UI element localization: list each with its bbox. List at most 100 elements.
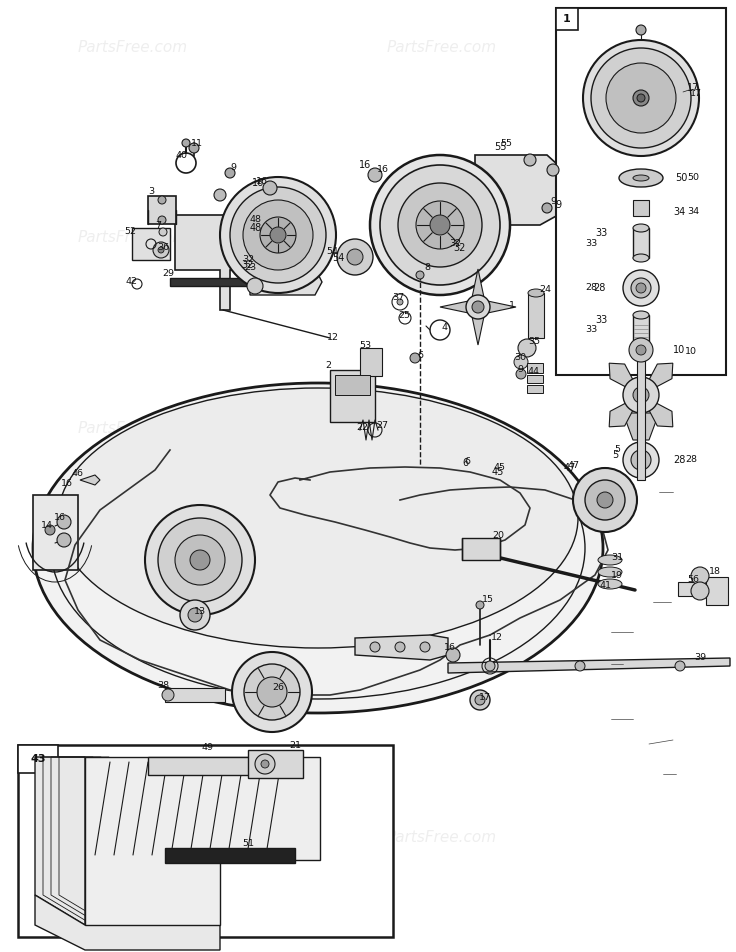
Circle shape [637,94,645,102]
Text: 16: 16 [377,166,389,174]
Circle shape [476,601,484,609]
Text: 29: 29 [162,268,174,277]
Circle shape [247,278,263,294]
Text: 53: 53 [359,341,371,349]
Text: 1: 1 [509,301,515,309]
Text: 55: 55 [494,142,506,152]
Circle shape [162,689,174,701]
Text: 33: 33 [585,239,597,248]
Circle shape [244,664,300,720]
Text: 32: 32 [242,260,254,270]
Polygon shape [609,395,641,426]
Bar [132,228,170,260]
Text: 9: 9 [230,164,236,172]
Circle shape [214,189,226,201]
Polygon shape [470,269,486,307]
Text: 33: 33 [595,228,607,238]
Ellipse shape [633,224,649,232]
Circle shape [430,215,450,235]
Text: 34: 34 [687,208,699,216]
Text: 55: 55 [500,138,512,148]
Circle shape [145,505,255,615]
Bar [360,348,382,376]
Bar [148,757,268,775]
Polygon shape [33,495,78,570]
Text: 10: 10 [685,347,697,356]
Text: 33: 33 [595,315,607,325]
Circle shape [337,239,373,275]
Circle shape [395,642,405,652]
Text: 38: 38 [157,681,169,689]
Text: 1: 1 [563,14,571,24]
Text: 25: 25 [398,310,410,320]
Polygon shape [355,635,448,660]
Circle shape [597,492,613,508]
Circle shape [180,600,210,630]
Text: 28: 28 [592,283,605,293]
Ellipse shape [58,388,578,648]
Ellipse shape [619,169,663,187]
Circle shape [158,196,166,204]
Polygon shape [80,475,100,485]
Circle shape [475,695,485,705]
Text: 39: 39 [694,653,706,663]
Text: 40: 40 [175,150,187,160]
Circle shape [158,247,164,253]
Circle shape [257,677,287,707]
Circle shape [57,515,71,529]
Text: 33: 33 [585,326,597,334]
Text: 47: 47 [564,463,576,473]
Circle shape [230,187,326,283]
Text: 47: 47 [567,461,579,469]
Polygon shape [448,658,730,673]
Circle shape [370,155,510,295]
Text: 6: 6 [462,458,468,468]
Circle shape [398,183,482,267]
Circle shape [575,661,585,671]
Bar [165,848,295,863]
Circle shape [220,177,336,293]
Ellipse shape [633,341,649,349]
Text: 34: 34 [673,207,685,217]
Text: 54: 54 [326,248,338,256]
Circle shape [623,270,659,306]
Text: 50: 50 [675,173,687,183]
Text: 32: 32 [449,239,461,248]
Circle shape [45,525,55,535]
Bar [556,8,578,30]
Text: 17: 17 [690,89,702,97]
Text: 23: 23 [244,264,256,272]
Text: 27: 27 [376,421,388,429]
Text: 17: 17 [479,693,491,703]
Text: 9: 9 [555,200,561,210]
Text: 51: 51 [242,839,254,847]
Polygon shape [641,395,673,426]
Text: 41: 41 [599,581,611,589]
Circle shape [547,164,559,176]
Circle shape [255,754,275,774]
Ellipse shape [633,175,649,181]
Circle shape [583,40,699,156]
Text: PartsFree.com: PartsFree.com [386,611,497,626]
Text: 36: 36 [157,243,169,251]
Circle shape [514,355,528,369]
Circle shape [472,301,484,313]
Bar [18,745,58,773]
Text: 22: 22 [356,423,368,431]
Circle shape [466,295,490,319]
Circle shape [232,652,312,732]
Text: 12: 12 [327,333,339,343]
Circle shape [189,143,199,153]
Text: 56: 56 [687,574,699,584]
Polygon shape [35,757,85,925]
Text: 13: 13 [194,607,206,617]
Text: PartsFree.com: PartsFree.com [77,611,188,626]
Text: 50: 50 [687,173,699,183]
Text: 21: 21 [289,742,301,750]
Text: 30: 30 [514,353,526,363]
Circle shape [585,480,625,520]
Text: 31: 31 [611,552,623,562]
Bar [335,375,370,395]
Circle shape [691,582,709,600]
Circle shape [446,648,460,662]
